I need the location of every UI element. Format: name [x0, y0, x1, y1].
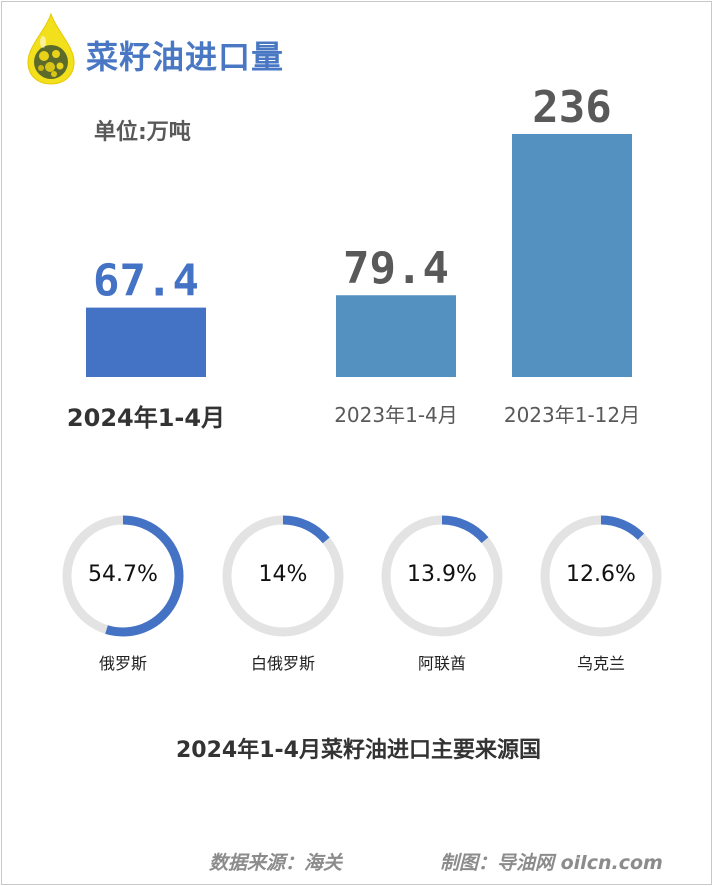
donut-slice — [222, 515, 344, 637]
bar-value-label: 67.4 — [93, 256, 199, 307]
donut-country-label: 白俄罗斯 — [250, 654, 315, 673]
bar-category-label: 2023年1-12月 — [504, 403, 640, 427]
donut-ring — [381, 515, 503, 637]
bar — [336, 295, 456, 377]
donut-slice — [540, 515, 662, 637]
data-source-note: 数据来源：海关 — [209, 852, 343, 874]
donut-chart-russia: 54.7% 俄罗斯 — [61, 514, 185, 673]
bar — [86, 307, 206, 377]
donut-chart-uae: 13.9% 阿联酋 — [380, 514, 504, 673]
donut-slice — [62, 515, 184, 637]
donut-section-title: 2024年1-4月菜籽油进口主要来源国 — [176, 738, 541, 763]
donut-percent-label: 54.7% — [88, 562, 158, 587]
donut-ring — [222, 515, 344, 637]
oil-drop-logo-icon — [27, 12, 75, 85]
donut-country-label: 阿联酋 — [417, 654, 466, 673]
donut-ring — [62, 515, 184, 637]
donut-percent-label: 12.6% — [566, 562, 636, 587]
page-title: 菜籽油进口量 — [86, 38, 285, 76]
donut-percent-label: 13.9% — [407, 562, 477, 587]
bar-value-label: 236 — [532, 82, 611, 133]
bar-value-label: 79.4 — [343, 243, 449, 294]
donut-country-label: 乌克兰 — [576, 654, 625, 673]
donut-ring — [540, 515, 662, 637]
donut-country-label: 俄罗斯 — [98, 654, 147, 673]
bar — [512, 134, 632, 377]
chart-credit-note: 制图：导油网 oilcn.com — [440, 852, 663, 874]
bar-category-label: 2023年1-4月 — [334, 403, 458, 427]
bar-chart: 67.4 2024年1-4月 79.4 2023年1-4月 236 2023年1-12月 — [67, 82, 640, 432]
donut-chart-belarus: 14% 白俄罗斯 — [221, 514, 345, 673]
unit-label: 单位:万吨 — [94, 120, 191, 145]
donut-slice — [381, 515, 503, 637]
donut-chart-ukraine: 12.6% 乌克兰 — [539, 514, 663, 673]
donut-percent-label: 14% — [258, 562, 308, 587]
bar-category-label: 2024年1-4月 — [67, 404, 225, 432]
